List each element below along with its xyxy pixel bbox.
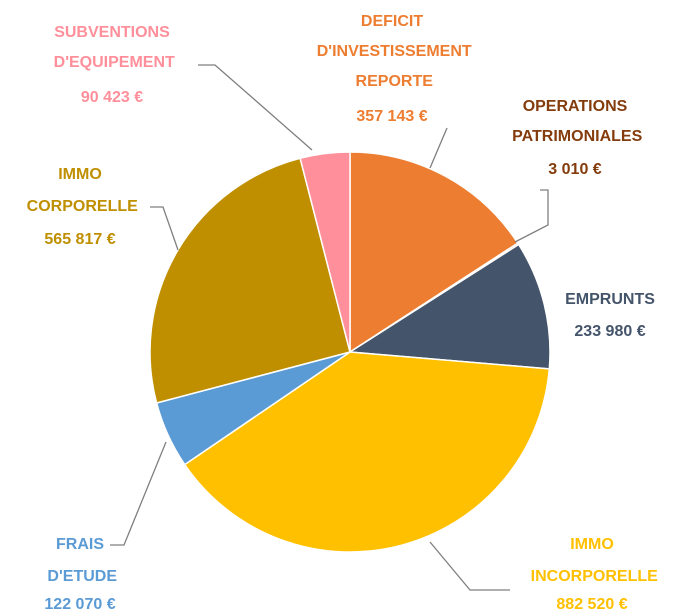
leader-lines [110,64,549,591]
slice-value: 90 423 € [81,89,143,106]
leader-line [429,541,510,591]
pie-slice [149,157,351,404]
pie-slice [183,351,551,553]
leader-line [198,64,313,151]
slice-label: IMMO INCORPORELLE [526,536,658,585]
slices [149,151,551,553]
slice-value: 357 143 € [356,108,427,125]
slice-value: 122 070 € [44,596,115,613]
leader-line [110,441,167,546]
slice-label: FRAIS D'ETUDE [43,536,117,585]
slice-label: IMMO CORPORELLE [22,166,138,215]
slice-label: DEFICIT D'INVESTISSEMENT REPORTE [312,13,472,90]
slice-value: 882 520 € [556,596,627,613]
leader-line [429,127,448,169]
pie-slice [299,151,351,353]
slice-label: SUBVENTIONS D'EQUIPEMENT [49,24,175,71]
pie-slice [349,151,519,354]
slice-value: 565 817 € [44,231,115,248]
leader-line [514,189,549,243]
leader-line [150,206,179,251]
slice-label: OPERATIONS PATRIMONIALES [508,98,643,145]
slice-value: 3 010 € [548,161,601,178]
pie-slice [347,243,551,370]
slice-value: 233 980 € [574,323,645,340]
slice-label: EMPRUNTS [565,291,655,308]
